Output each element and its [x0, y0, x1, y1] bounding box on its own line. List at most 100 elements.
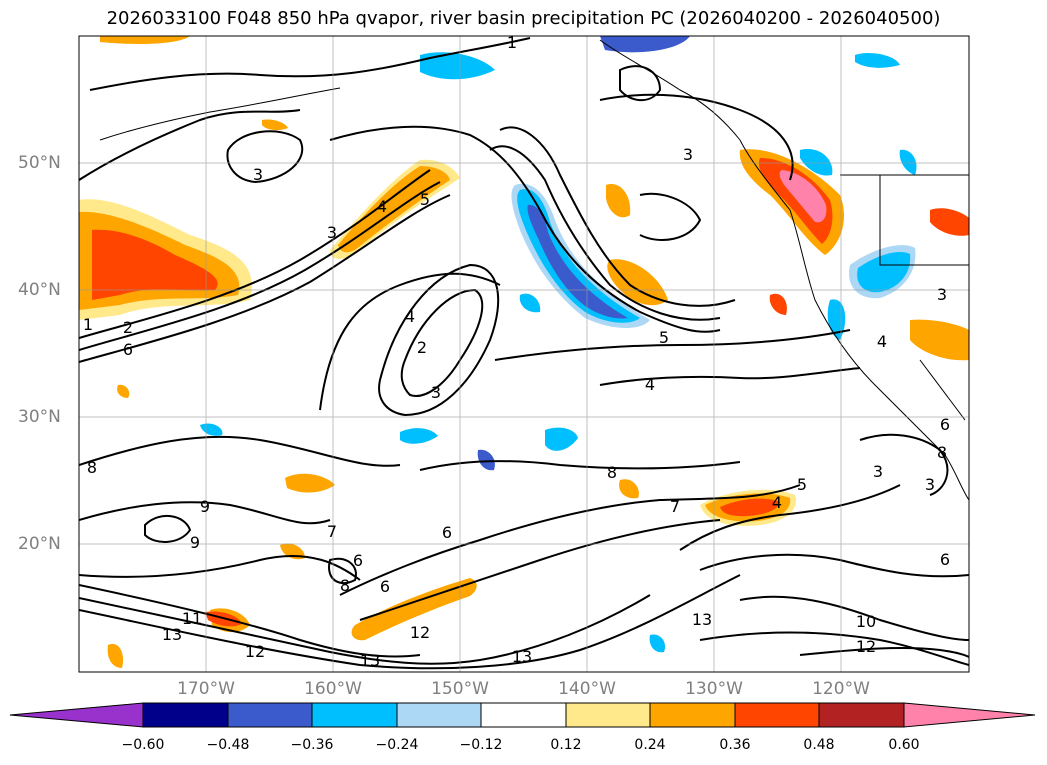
precip-anomaly-area: [619, 479, 639, 499]
qvapor-contour: [79, 584, 421, 658]
qvapor-contour: [378, 263, 500, 417]
colorbar-bin: [565, 702, 651, 728]
coastline: [919, 359, 966, 421]
contour-label: 3: [327, 223, 337, 242]
colorbar-bin: [227, 702, 313, 728]
precip-anomaly-area: [606, 184, 631, 218]
precip-anomaly-area: [607, 259, 668, 306]
precip-anomaly-area: [720, 498, 780, 517]
precip-anomaly-area: [800, 149, 833, 176]
precip-anomaly-area: [600, 36, 690, 53]
contour-label: 11: [182, 609, 202, 628]
colorbar-tick-label: 0.36: [719, 737, 751, 753]
contour-label: 6: [442, 523, 452, 542]
colorbar-bin: [480, 702, 567, 728]
colorbar-extend-low: [9, 702, 144, 728]
lon-label: 130°W: [685, 679, 743, 699]
contour-label: 7: [327, 522, 337, 541]
contour-label: 3: [937, 285, 947, 304]
colorbar-tick-label: −0.12: [459, 737, 503, 753]
lon-label: 150°W: [431, 679, 489, 699]
colorbar: [9, 702, 1036, 728]
precip-anomaly-area: [649, 634, 666, 653]
qvapor-contour: [599, 93, 794, 181]
precip-anomaly-area: [769, 293, 787, 315]
qvapor-contour: [79, 501, 331, 525]
contour-label: 6: [380, 577, 390, 596]
colorbar-extend-high: [903, 702, 1036, 728]
contour-label: 3: [253, 165, 263, 184]
qvapor-contour: [739, 595, 969, 641]
qvapor-contour: [699, 553, 969, 578]
qvapor-contour: [619, 65, 662, 102]
colorbar-tick-label: 0.48: [803, 737, 835, 753]
precip-anomaly-area: [855, 53, 900, 68]
contour-label: 8: [937, 443, 947, 462]
colorbar-tick-label: 0.24: [634, 737, 666, 753]
qvapor-contour: [489, 145, 721, 321]
qvapor-contour: [79, 574, 741, 670]
precip-anomaly-area: [758, 158, 833, 244]
contour-label: 3: [925, 475, 935, 494]
qvapor-contour: [79, 169, 431, 339]
lon-label: 170°W: [177, 679, 235, 699]
graticule: [79, 36, 969, 672]
qvapor-contour: [339, 484, 801, 596]
contour-label: 6: [940, 415, 950, 434]
precip-anomaly-area: [351, 578, 477, 641]
qvapor-contour: [799, 646, 969, 658]
precip-anomaly-area: [262, 119, 288, 131]
lon-label: 160°W: [304, 679, 362, 699]
qvapor-contour: [400, 288, 484, 397]
colorbar-tick-label: 0.12: [550, 737, 582, 753]
contour-label: 6: [940, 550, 950, 569]
precip-anomaly-area: [117, 384, 130, 398]
contour-label: 5: [797, 475, 807, 494]
qvapor-contour: [679, 484, 901, 551]
precip-anomaly-area: [420, 52, 495, 80]
precip-anomaly-area: [545, 427, 578, 451]
contour-label: 4: [377, 197, 387, 216]
contour-label: 3: [431, 383, 441, 402]
precip-anomaly-area: [100, 36, 190, 44]
colorbar-tick-label: −0.36: [290, 737, 334, 753]
qvapor-contour-layer: [79, 37, 969, 670]
qvapor-contour: [79, 194, 451, 363]
contour-label: 3: [683, 145, 693, 164]
contour-label: 4: [772, 493, 782, 512]
contour-label: 2: [123, 318, 133, 337]
precip-anomaly-area: [519, 293, 541, 313]
qvapor-contour: [319, 272, 501, 411]
contour-label: 13: [162, 625, 182, 644]
map-frame: [78, 35, 970, 673]
colorbar-tick-label: 0.60: [888, 737, 920, 753]
qvapor-contour: [79, 555, 361, 581]
lon-label: 120°W: [812, 679, 870, 699]
qvapor-contour: [79, 181, 441, 351]
precip-anomaly-area: [107, 643, 124, 668]
contour-label: 4: [645, 375, 655, 394]
qvapor-contour: [499, 126, 736, 307]
contour-label: 5: [659, 328, 669, 347]
contour-label: 13: [512, 647, 532, 666]
contour-label: 9: [190, 533, 200, 552]
colorbar-bin: [649, 702, 736, 728]
qvapor-contour: [699, 631, 969, 666]
contour-label: 6: [123, 340, 133, 359]
colorbar-tick-label: −0.24: [375, 737, 419, 753]
qvapor-contour: [359, 519, 721, 621]
precip-anomaly-area: [200, 423, 223, 436]
qvapor-contour: [329, 125, 721, 333]
contour-label: 8: [340, 576, 350, 595]
precip-anomaly-area: [899, 149, 917, 175]
qvapor-contour: [419, 460, 741, 471]
precip-anomaly-area: [779, 170, 827, 223]
lat-label: 50°N: [18, 153, 61, 173]
precip-anomaly-area: [400, 428, 438, 444]
precip-anomaly-area: [930, 208, 969, 236]
contour-label: 1: [507, 33, 517, 52]
precip-anomaly-area: [477, 449, 495, 471]
precip-anomaly-area: [285, 473, 335, 493]
contour-label: 7: [670, 497, 680, 516]
